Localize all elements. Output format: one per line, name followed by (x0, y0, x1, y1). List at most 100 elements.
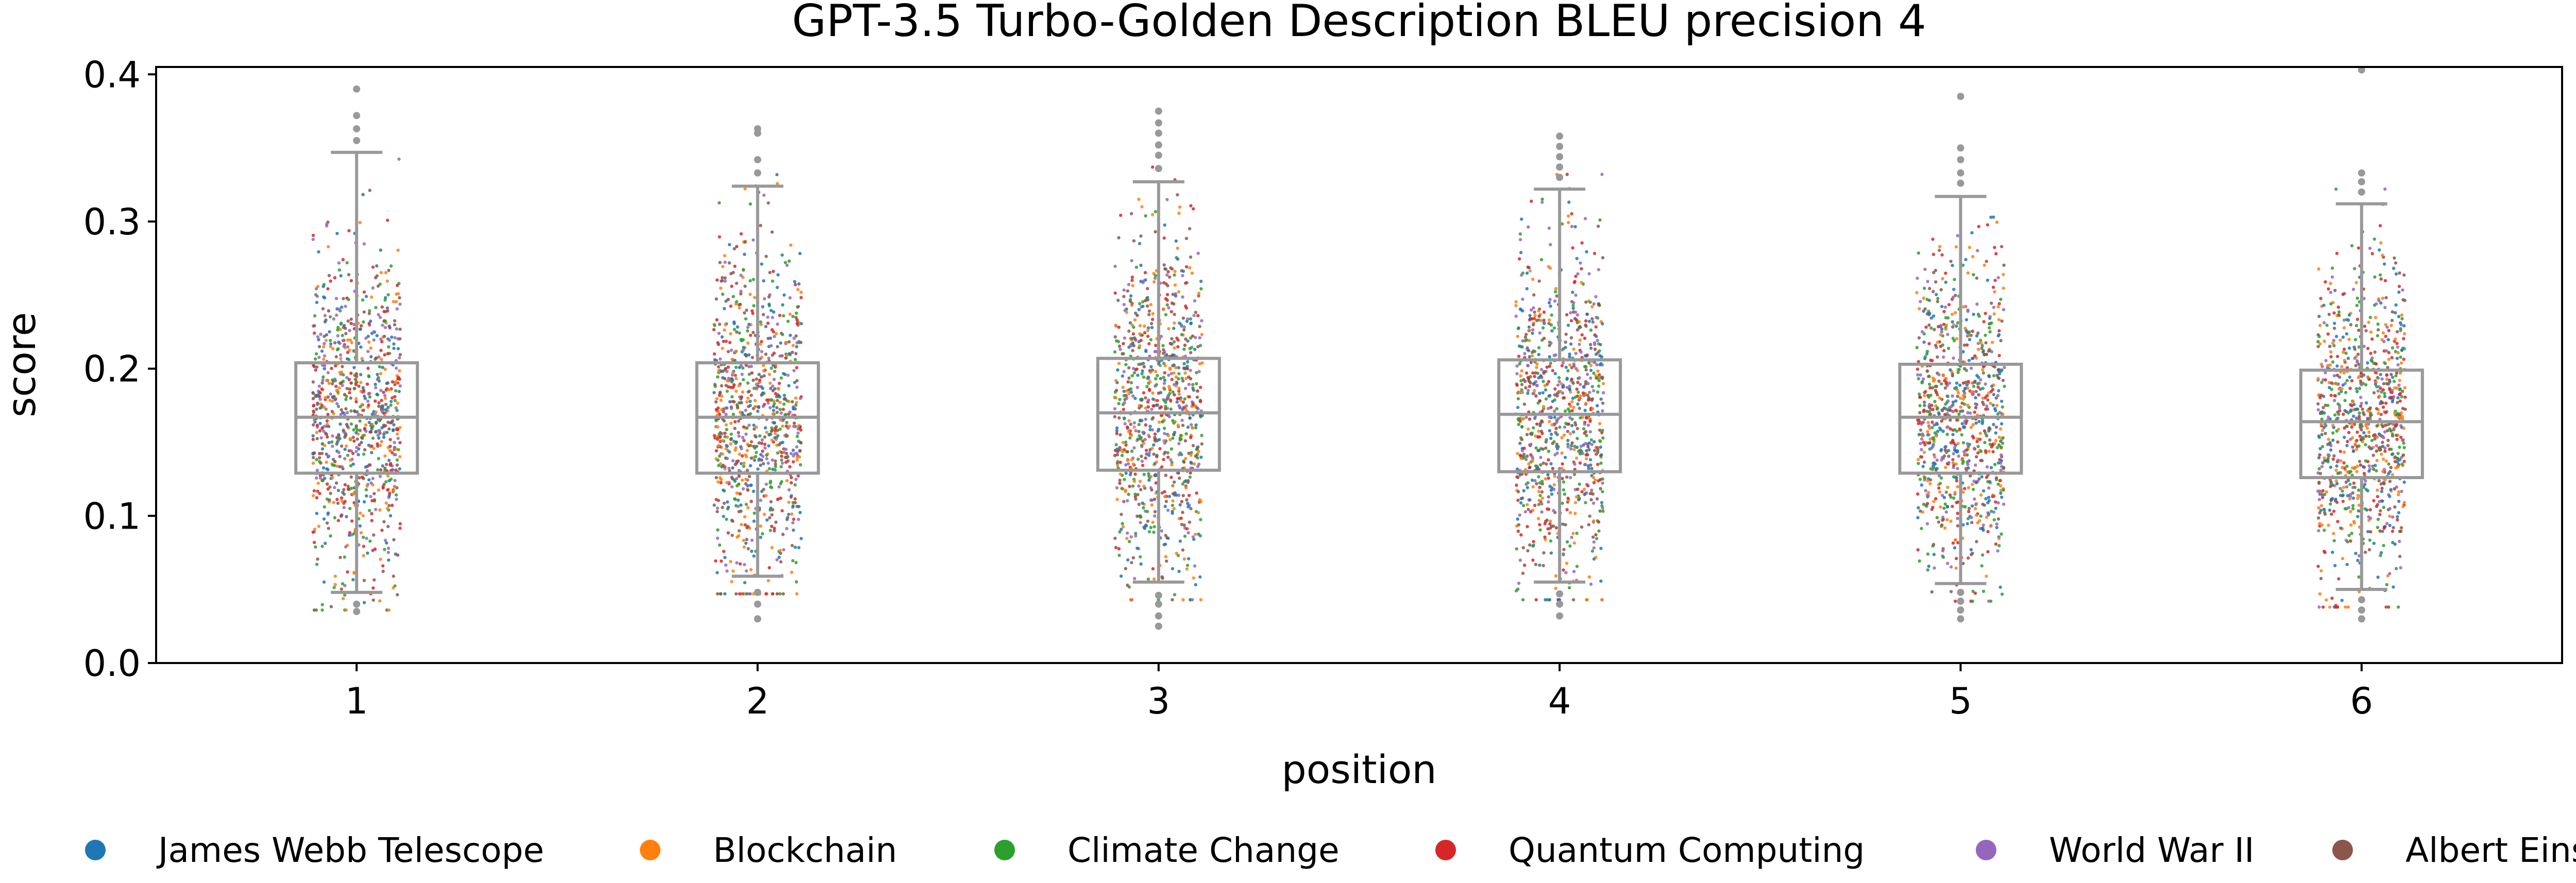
data-point (1554, 526, 1558, 530)
data-point (1999, 422, 2004, 426)
data-point (1925, 298, 1929, 301)
data-point (365, 469, 369, 472)
data-point (735, 461, 739, 465)
data-point (718, 435, 722, 439)
data-point (392, 538, 396, 541)
data-point (385, 306, 389, 310)
data-point (768, 381, 772, 385)
data-point (781, 509, 784, 513)
data-point (2317, 314, 2321, 318)
data-point (768, 481, 772, 485)
data-point (2396, 452, 2400, 455)
data-point (1570, 536, 1573, 539)
data-point (1113, 407, 1117, 411)
data-point (795, 345, 799, 349)
data-point (748, 474, 751, 479)
data-point (372, 338, 376, 342)
data-point (765, 457, 769, 461)
data-point (1132, 325, 1136, 329)
data-point (2330, 387, 2333, 392)
data-point (1194, 454, 1198, 458)
data-point (749, 202, 752, 206)
data-point (1545, 365, 1549, 369)
data-point (1139, 521, 1142, 524)
data-point (720, 335, 724, 339)
data-point (1924, 325, 1928, 329)
data-point (759, 524, 762, 528)
data-point (1197, 294, 1200, 298)
data-point (1167, 495, 1172, 498)
data-point (1984, 449, 1988, 453)
data-point (1925, 502, 1929, 505)
data-point (740, 447, 743, 451)
data-point (1170, 476, 1173, 479)
data-point (375, 334, 379, 337)
data-point (789, 452, 793, 455)
data-point (2395, 356, 2399, 360)
data-point (793, 381, 796, 384)
data-point (378, 599, 382, 603)
data-point (1930, 359, 1934, 363)
data-point (791, 504, 795, 508)
data-point (1951, 312, 1954, 316)
data-point (2354, 447, 2359, 451)
data-point (321, 284, 325, 288)
data-point (1517, 582, 1521, 585)
data-point (1187, 531, 1190, 535)
data-point (1140, 445, 1144, 448)
data-point (737, 434, 741, 438)
data-point (734, 389, 738, 393)
data-point (769, 344, 773, 348)
data-point (398, 327, 402, 331)
data-point (1578, 452, 1582, 456)
data-point (1170, 447, 1174, 451)
data-point (1184, 337, 1188, 341)
data-point (2000, 592, 2004, 596)
data-point (2397, 499, 2401, 503)
data-point (1164, 267, 1168, 271)
data-point (1535, 384, 1539, 387)
data-point (332, 586, 336, 589)
data-point (727, 377, 731, 380)
data-point (1142, 365, 1146, 369)
data-point (323, 334, 326, 338)
data-point (742, 563, 747, 567)
data-point (1932, 438, 1936, 441)
data-point (759, 499, 762, 502)
data-point (1601, 401, 1605, 405)
data-point (768, 270, 772, 275)
data-point (1191, 334, 1195, 338)
data-point (355, 428, 359, 432)
data-point (1943, 413, 1947, 416)
data-point (2369, 330, 2373, 334)
data-point (1142, 391, 1146, 395)
data-point (775, 345, 779, 349)
data-point (1984, 312, 1987, 315)
data-point (378, 429, 381, 432)
data-point (2403, 395, 2407, 399)
data-point (1528, 384, 1532, 388)
data-point (724, 423, 728, 427)
data-point (1168, 275, 1172, 279)
data-point (1148, 424, 1152, 428)
data-point (1199, 500, 1203, 503)
data-point (334, 384, 338, 388)
data-point (367, 463, 371, 467)
data-point (381, 405, 384, 409)
data-point (1922, 410, 1926, 413)
data-point (1533, 314, 1537, 317)
data-point (314, 352, 318, 356)
data-point (2379, 551, 2383, 555)
data-point (1997, 443, 2001, 447)
data-point (1596, 338, 1599, 343)
data-point (1926, 568, 1929, 572)
data-point (778, 427, 782, 431)
data-point (2337, 375, 2342, 379)
data-point (1568, 586, 1571, 590)
data-point (1180, 377, 1184, 380)
data-point (798, 251, 802, 256)
data-point (1931, 252, 1936, 256)
data-point (1566, 407, 1570, 411)
data-point (761, 305, 765, 309)
data-point (2396, 345, 2400, 349)
